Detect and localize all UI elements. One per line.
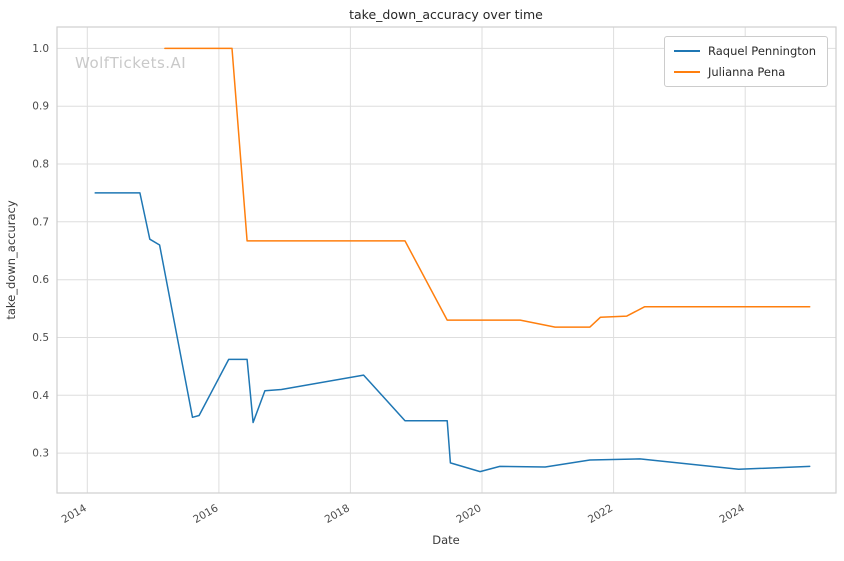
- x-tick-label: 2018: [323, 502, 352, 526]
- x-axis-label: Date: [432, 533, 460, 547]
- y-tick-label: 0.5: [32, 332, 49, 344]
- x-tick-label: 2014: [60, 502, 89, 526]
- legend-swatch-0: [674, 50, 700, 52]
- legend-label: Julianna Pena: [708, 65, 786, 79]
- legend-label: Raquel Pennington: [708, 44, 817, 58]
- x-tick-label: 2024: [718, 502, 747, 526]
- x-tick-label: 2016: [191, 502, 220, 526]
- legend-swatch-1: [674, 71, 700, 73]
- chart-layers: 0.3 0.4 0.5 0.6 0.7 0.8 0.9 1.0 2014 2016 2018 2020…: [32, 26, 837, 526]
- legend-entry-raquel-pennington: Raquel Pennington: [674, 43, 818, 59]
- y-axis-label: take_down_accuracy: [4, 200, 18, 319]
- y-tick-label: 1.0: [32, 43, 49, 55]
- series-line-raquel-pennington: [94, 192, 811, 473]
- y-tick-label: 0.4: [32, 390, 49, 402]
- legend-entry-julianna-pena: Julianna Pena: [674, 64, 818, 80]
- x-tick-label: 2020: [454, 502, 483, 526]
- y-tick-label: 0.3: [32, 448, 49, 460]
- x-tick-label: 2022: [586, 502, 615, 526]
- legend: Raquel Pennington Julianna Pena: [664, 36, 828, 87]
- watermark: WolfTickets.AI: [75, 54, 186, 72]
- y-tick-label: 0.6: [32, 274, 49, 286]
- plot-border: [56, 26, 837, 494]
- y-tick-label: 0.8: [32, 159, 49, 171]
- series-line-julianna-pena: [164, 47, 811, 328]
- y-tick-label: 0.7: [32, 216, 49, 228]
- y-tick-label: 0.9: [32, 101, 49, 113]
- chart-title: take_down_accuracy over time: [349, 7, 543, 22]
